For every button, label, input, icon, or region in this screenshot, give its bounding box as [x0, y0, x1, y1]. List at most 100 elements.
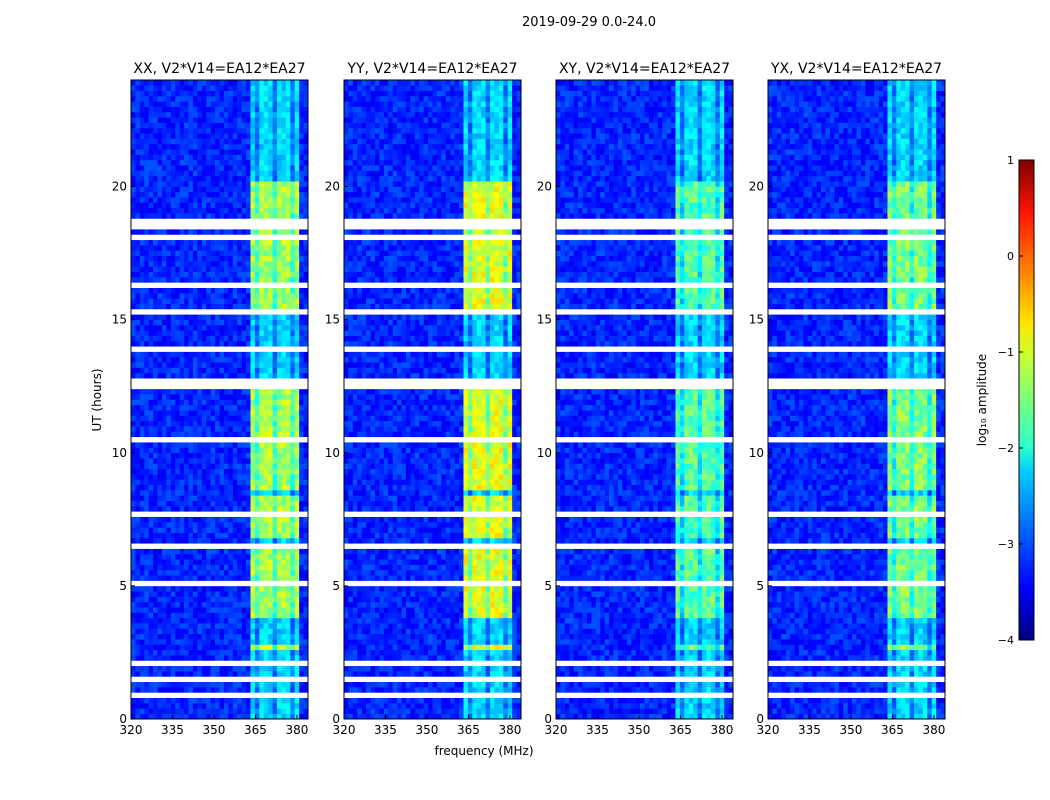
heatmap-cell [290, 255, 296, 262]
heatmap-cell [357, 655, 362, 661]
heatmap-cell [197, 255, 203, 262]
heatmap-cell [241, 255, 247, 262]
heatmap-cell [268, 95, 273, 102]
heatmap-cell [250, 697, 256, 704]
heatmap-cell [366, 617, 371, 624]
heatmap-cell [436, 697, 442, 704]
heatmap-cell [215, 628, 220, 635]
heatmap-cell [277, 293, 282, 299]
heatmap-cell [135, 612, 141, 619]
heatmap-cell [507, 681, 513, 688]
heatmap-cell [352, 623, 358, 629]
heatmap-cell [303, 319, 309, 326]
heatmap-cell [139, 713, 145, 720]
heatmap-cell [197, 186, 203, 193]
heatmap-cell [246, 101, 251, 107]
heatmap-cell [228, 266, 234, 272]
heatmap-cell [135, 372, 141, 379]
heatmap-cell [303, 186, 309, 193]
heatmap-cell [184, 468, 189, 475]
heatmap-cell [250, 708, 256, 714]
heatmap-cell [370, 703, 376, 709]
heatmap-cell [192, 127, 198, 134]
heatmap-cell [281, 495, 287, 501]
heatmap-cell [285, 442, 291, 448]
heatmap-cell [157, 239, 163, 246]
heatmap-cell [268, 703, 273, 709]
flagged-row [344, 676, 521, 683]
heatmap-cell [277, 564, 282, 571]
heatmap-cell [144, 191, 149, 198]
heatmap-cell [290, 245, 296, 251]
heatmap-cell [139, 468, 145, 475]
heatmap-cell [281, 303, 287, 310]
heatmap-cell [268, 149, 273, 155]
heatmap-cell [485, 665, 491, 672]
heatmap-cell [161, 202, 167, 209]
heatmap-cell [374, 665, 380, 672]
heatmap-cell [281, 596, 287, 603]
heatmap-cell [210, 495, 216, 501]
heatmap-cell [175, 484, 180, 491]
heatmap-cell [197, 575, 203, 581]
heatmap-cell [498, 708, 504, 714]
heatmap-cell [445, 612, 451, 619]
heatmap-cell [197, 324, 203, 331]
heatmap-cell [148, 207, 154, 214]
flagged-row [131, 580, 308, 587]
heatmap-cell [201, 532, 207, 539]
heatmap-cell [197, 687, 203, 693]
heatmap-cell [135, 298, 141, 304]
heatmap-cell [281, 479, 287, 485]
heatmap-cell [179, 287, 185, 294]
heatmap-cell [135, 495, 141, 501]
heatmap-cell [184, 585, 189, 592]
heatmap-cell [184, 490, 189, 496]
heatmap-cell [188, 537, 194, 544]
heatmap-cell [157, 127, 163, 134]
heatmap-cell [361, 713, 367, 720]
heatmap-cell [131, 143, 136, 150]
heatmap-cell [170, 516, 176, 523]
heatmap-cell [161, 159, 167, 166]
heatmap-cell [241, 111, 247, 118]
heatmap-cell [290, 596, 296, 603]
heatmap-cell [206, 394, 211, 400]
heatmap-cell [188, 250, 194, 257]
heatmap-cell [277, 537, 282, 544]
heatmap-cell [223, 655, 229, 661]
heatmap-cell [263, 468, 269, 475]
heatmap-cell [254, 681, 260, 688]
heatmap-cell [272, 143, 278, 150]
heatmap-cell [294, 335, 300, 342]
heatmap-cell [135, 330, 141, 336]
heatmap-cell [228, 559, 234, 565]
heatmap-cell [157, 85, 163, 91]
heatmap-cell [290, 506, 296, 512]
heatmap-cell [277, 207, 282, 214]
heatmap-cell [157, 628, 163, 635]
heatmap-cell [223, 293, 229, 299]
heatmap-cell [299, 101, 304, 107]
heatmap-cell [184, 85, 189, 91]
heatmap-cell [153, 623, 158, 629]
heatmap-cell [246, 362, 251, 368]
heatmap-cell [246, 394, 251, 400]
heatmap-cell [188, 90, 194, 97]
heatmap-cell [277, 521, 282, 528]
heatmap-cell [144, 340, 149, 347]
heatmap-cell [148, 585, 154, 592]
heatmap-cell [135, 548, 141, 555]
heatmap-cell [210, 479, 216, 485]
heatmap-cell [144, 207, 149, 214]
heatmap-cell [175, 213, 180, 219]
heatmap-cell [285, 468, 291, 475]
heatmap-cell [374, 601, 380, 608]
heatmap-cell [285, 628, 291, 635]
heatmap-cell [285, 266, 291, 272]
heatmap-cell [410, 655, 416, 661]
heatmap-cell [290, 367, 296, 374]
heatmap-cell [507, 623, 513, 629]
heatmap-cell [476, 639, 482, 645]
heatmap-cell [188, 585, 194, 592]
